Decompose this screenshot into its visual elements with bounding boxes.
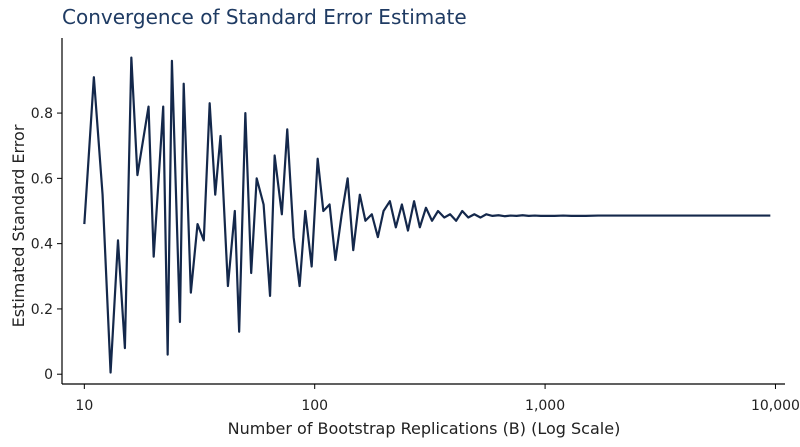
plot-area: 0 0.2 0.4 0.6 0.8 10 100 1,000 10,000 [31, 38, 800, 414]
y-tick-label: 0 [44, 367, 53, 383]
y-axis-label: Estimated Standard Error [9, 124, 28, 327]
x-tick-label: 10,000 [751, 398, 800, 414]
x-tick-label: 100 [301, 398, 328, 414]
x-axis-label: Number of Bootstrap Replications (B) (Lo… [228, 419, 621, 438]
series-line [83, 56, 771, 374]
y-tick-label: 0.2 [31, 302, 53, 318]
y-tick-label: 0.8 [31, 106, 53, 122]
y-tick-label: 0.4 [31, 237, 53, 253]
chart-title: Convergence of Standard Error Estimate [62, 5, 467, 29]
x-tick-label: 1,000 [525, 398, 565, 414]
y-tick-label: 0.6 [31, 171, 53, 187]
x-tick-label: 10 [75, 398, 93, 414]
